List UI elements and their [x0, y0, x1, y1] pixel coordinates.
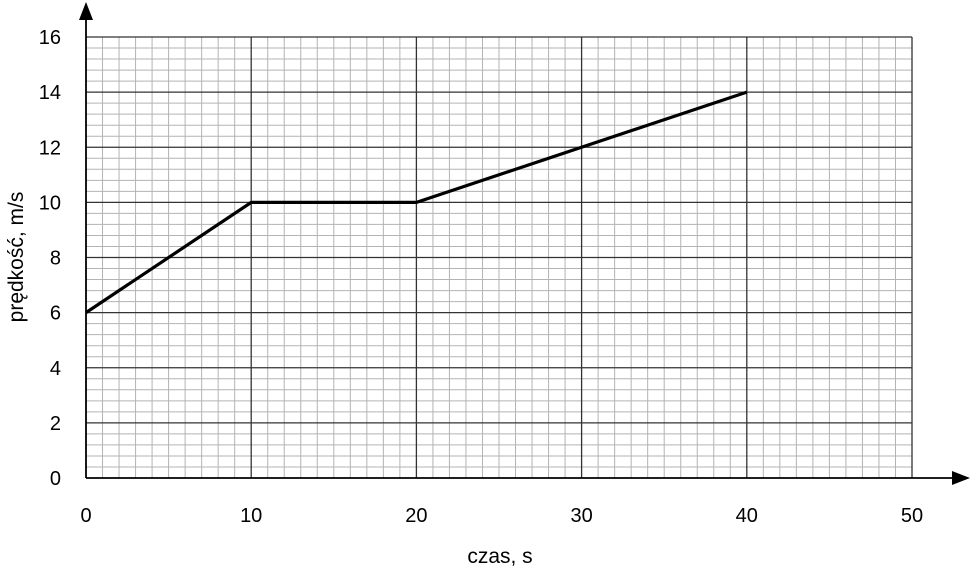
y-tick-label: 16 [39, 27, 61, 49]
y-tick-label: 0 [50, 468, 61, 490]
series-layer [85, 90, 748, 314]
y-tick-label: 8 [50, 248, 61, 270]
y-tick-label: 2 [50, 413, 61, 435]
y-tick-label: 10 [39, 192, 61, 214]
x-tick-labels: 0 10 20 30 40 50 [80, 505, 923, 527]
x-tick-label: 0 [80, 505, 91, 527]
major-grid [86, 36, 913, 478]
x-tick-label: 30 [570, 505, 592, 527]
x-tick-label: 50 [901, 505, 923, 527]
y-tick-label: 4 [50, 358, 61, 380]
x-tick-label: 20 [405, 505, 427, 527]
y-tick-label: 12 [39, 137, 61, 159]
y-tick-label: 6 [50, 303, 61, 325]
x-tick-label: 40 [736, 505, 758, 527]
x-tick-label: 10 [240, 505, 262, 527]
y-axis-title: prędkość, m/s [5, 192, 28, 323]
axes [79, 2, 970, 485]
y-tick-labels: 0 2 4 6 8 10 12 14 16 [39, 27, 61, 490]
y-tick-label: 14 [39, 82, 61, 104]
x-axis-title: czas, s [467, 545, 532, 568]
y-axis-arrow [79, 2, 93, 20]
x-axis-arrow [952, 471, 970, 485]
velocity-series-line [85, 90, 748, 314]
